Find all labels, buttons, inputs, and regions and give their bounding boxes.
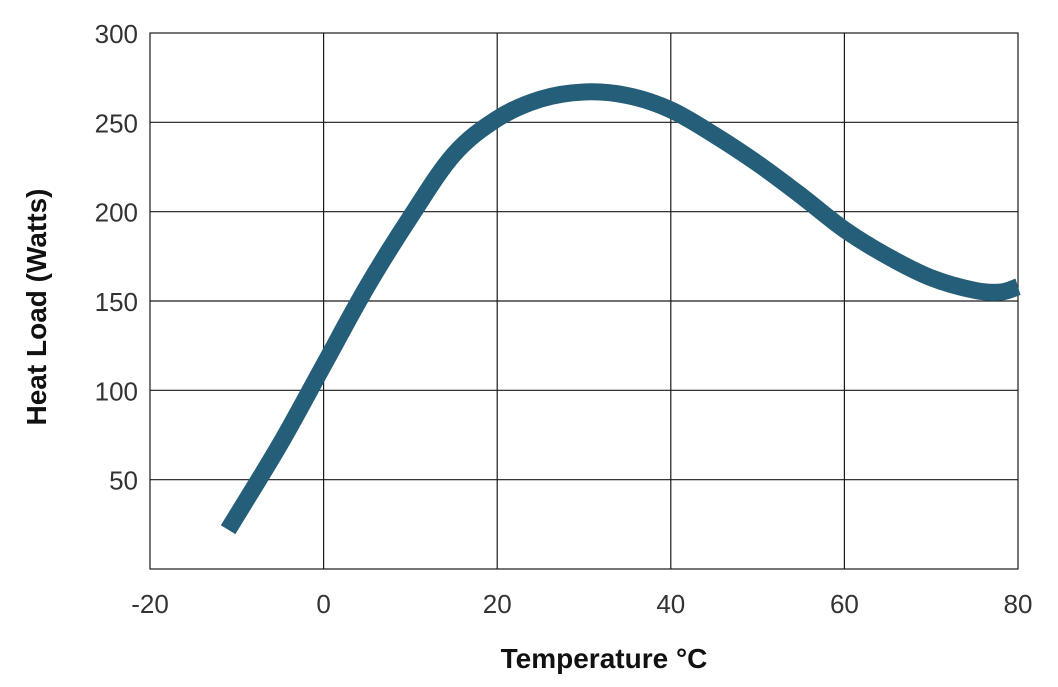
y-tick-label: 50 [109, 466, 138, 496]
x-tick-label: 40 [656, 589, 685, 619]
x-tick-label: 60 [830, 589, 859, 619]
x-axis-ticks: -20 0 20 40 60 80 [131, 589, 1032, 619]
y-tick-label: 300 [95, 19, 138, 49]
x-tick-label: 80 [1004, 589, 1033, 619]
y-tick-label: 100 [95, 376, 138, 406]
y-tick-label: 200 [95, 198, 138, 228]
series-layer [220, 83, 1021, 535]
y-axis-ticks: 50 100 150 200 250 300 [95, 19, 138, 496]
x-tick-label: 0 [316, 589, 330, 619]
plot-frame [149, 32, 1019, 570]
series-line [220, 83, 1021, 535]
y-axis-title: Heat Load (Watts) [21, 189, 52, 426]
grid [150, 33, 1018, 569]
y-tick-label: 250 [95, 108, 138, 138]
y-tick-label: 150 [95, 287, 138, 317]
x-tick-label: 20 [483, 589, 512, 619]
x-tick-label: -20 [131, 589, 169, 619]
x-axis-title: Temperature °C [501, 643, 708, 674]
